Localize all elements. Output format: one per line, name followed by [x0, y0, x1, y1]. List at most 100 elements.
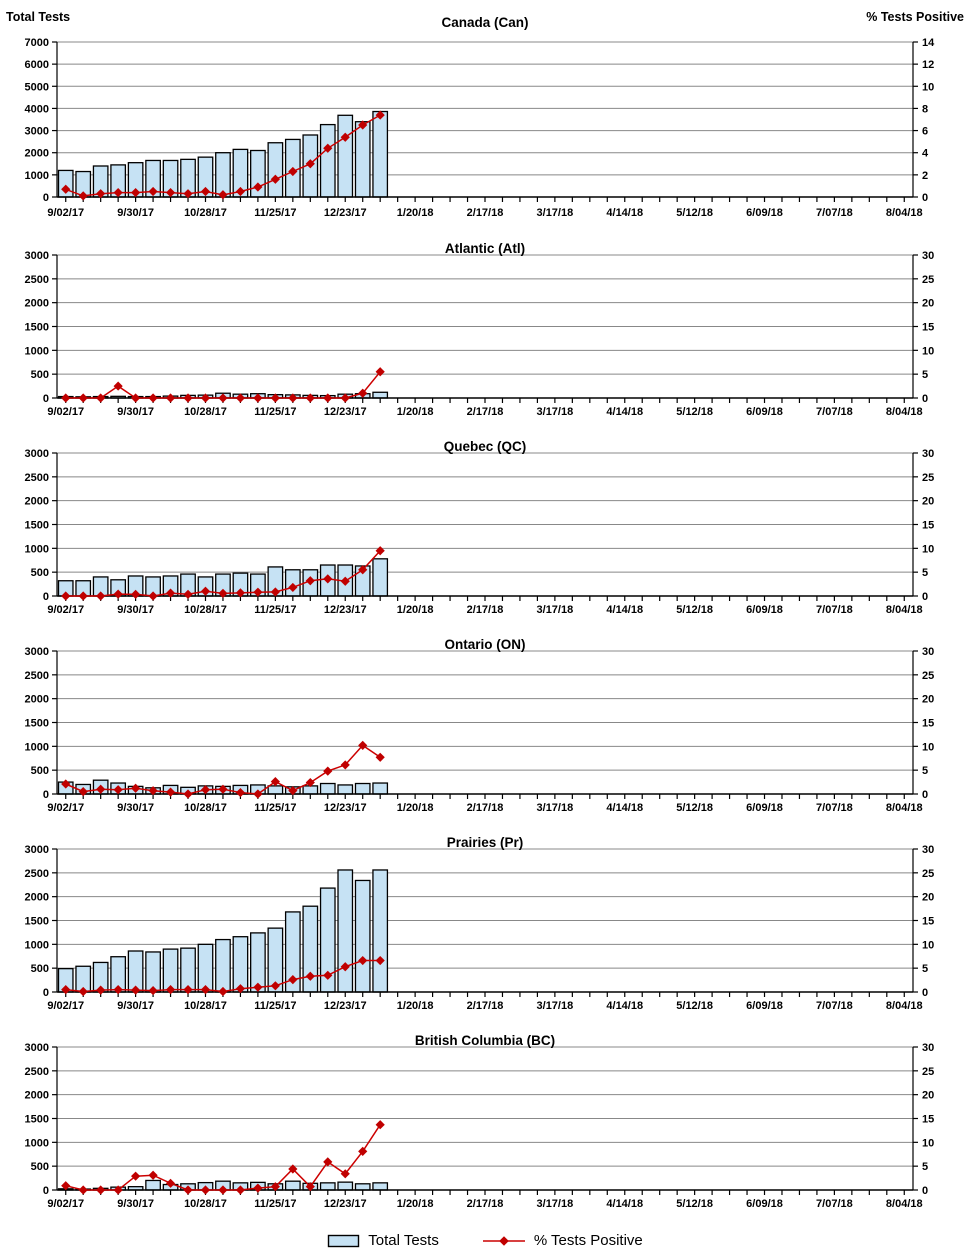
marker-week-2 — [96, 393, 106, 403]
marker-week-5 — [148, 985, 158, 996]
marker-week-9 — [218, 393, 228, 403]
x-tick-label-quebec-5-12-18: 5/12/18 — [676, 604, 713, 616]
chart-title-atlantic: Atlantic (Atl) — [445, 241, 525, 256]
right-tick-label-0: 0 — [922, 1185, 928, 1197]
marker-week-6 — [165, 187, 176, 198]
pct-positive-swatch-icon — [482, 1235, 525, 1246]
marker-week-8 — [200, 186, 211, 197]
marker-week-7 — [183, 789, 193, 799]
marker-week-17 — [358, 388, 368, 398]
pct-positive-line — [61, 367, 385, 403]
left-tick-label-3000: 3000 — [25, 646, 49, 658]
right-tick-label-0: 0 — [922, 393, 928, 405]
left-tick-label-3000: 3000 — [25, 250, 49, 262]
right-tick-label-25: 25 — [922, 274, 934, 286]
marker-week-14 — [305, 971, 315, 981]
left-tick-label-1500: 1500 — [25, 1114, 49, 1126]
x-tick-label-bc-8-04-18: 8/04/18 — [886, 1198, 923, 1210]
x-tick-label-canada-9-02-17: 9/02/17 — [47, 207, 84, 219]
right-tick-label-20: 20 — [922, 298, 934, 310]
x-tick-label-canada-4-14-18: 4/14/18 — [606, 207, 643, 219]
left-tick-label-1500: 1500 — [25, 520, 49, 532]
x-tick-label-quebec-1-20-18: 1/20/18 — [397, 604, 434, 616]
x-tick-label-bc-6-09-18: 6/09/18 — [746, 1198, 783, 1210]
x-tick-label-ontario-8-04-18: 8/04/18 — [886, 802, 923, 814]
x-tick-label-quebec-11-25-17: 11/25/17 — [254, 604, 296, 616]
chart-ontario: 0 500 1000 1500 2000 2500 3000 0 5 10 15 20 25 30 9/02… — [25, 637, 935, 814]
x-tick-label-atlantic-1-20-18: 1/20/18 — [397, 406, 434, 418]
right-tick-label-25: 25 — [922, 868, 934, 880]
x-tick-label-atlantic-8-04-18: 8/04/18 — [886, 406, 923, 418]
chart-title-bc: British Columbia (BC) — [415, 1033, 555, 1048]
left-tick-label-6000: 6000 — [25, 59, 49, 71]
right-tick-label-5: 5 — [922, 1161, 928, 1173]
marker-week-12 — [270, 174, 280, 184]
marker-week-17 — [358, 565, 368, 575]
marker-week-4 — [131, 1171, 141, 1181]
left-tick-label-2000: 2000 — [25, 148, 49, 160]
right-tick-label-20: 20 — [922, 496, 934, 508]
x-tick-label-canada-11-25-17: 11/25/17 — [254, 207, 296, 219]
left-tick-label-2000: 2000 — [25, 298, 49, 310]
right-tick-label-10: 10 — [922, 345, 934, 357]
bar-week-12 — [267, 785, 284, 795]
left-tick-label-1000: 1000 — [25, 741, 49, 753]
chart-quebec: 0 500 1000 1500 2000 2500 3000 0 5 10 15 20 25 30 9/02… — [25, 439, 935, 616]
marker-week-18 — [375, 1120, 385, 1130]
y-axis-ticks: 0 500 1000 1500 2000 2500 3000 0 5 10 15 20 25 30 — [25, 646, 935, 801]
left-tick-label-2500: 2500 — [25, 670, 49, 682]
marker-week-14 — [305, 159, 315, 169]
marker-week-13 — [288, 1164, 298, 1174]
marker-week-7 — [183, 189, 193, 199]
marker-week-4 — [131, 393, 141, 403]
left-tick-label-500: 500 — [31, 963, 49, 975]
bar-week-15 — [319, 782, 336, 795]
marker-week-3 — [113, 187, 123, 198]
marker-week-10 — [235, 984, 246, 994]
marker-week-18 — [375, 546, 385, 556]
marker-week-5 — [148, 786, 158, 796]
x-tick-label-bc-2-17-18: 2/17/18 — [467, 1198, 504, 1210]
right-tick-label-10: 10 — [922, 741, 934, 753]
x-tick-label-atlantic-12-23-17: 12/23/17 — [324, 406, 367, 418]
left-tick-label-1500: 1500 — [25, 916, 49, 928]
marker-week-2 — [96, 189, 106, 199]
x-tick-label-ontario-4-14-18: 4/14/18 — [606, 802, 643, 814]
left-tick-label-2500: 2500 — [25, 274, 49, 286]
right-tick-label-5: 5 — [922, 369, 928, 381]
left-tick-label-2500: 2500 — [25, 868, 49, 880]
marker-week-5 — [148, 393, 158, 403]
x-tick-label-canada-9-30-17: 9/30/17 — [117, 207, 154, 219]
x-tick-label-quebec-9-30-17: 9/30/17 — [117, 604, 154, 616]
x-tick-label-atlantic-11-25-17: 11/25/17 — [254, 406, 296, 418]
x-tick-label-ontario-9-30-17: 9/30/17 — [117, 802, 154, 814]
marker-week-6 — [165, 393, 176, 403]
bar-week-16 — [337, 869, 354, 993]
bar-week-12 — [267, 142, 284, 198]
marker-week-10 — [235, 186, 246, 197]
marker-week-15 — [323, 1157, 333, 1167]
x-tick-label-bc-3-17-18: 3/17/18 — [537, 1198, 574, 1210]
chart-canada: 0 1000 2000 3000 4000 5000 6000 7000 0 2 4 6 8 10 12 14… — [6, 10, 964, 219]
left-tick-label-500: 500 — [31, 567, 49, 579]
x-tick-label-prairies-12-23-17: 12/23/17 — [324, 1000, 367, 1012]
panel-atlantic: 0 500 1000 1500 2000 2500 3000 0 5 10 15 20 25 30 9/02… — [0, 232, 970, 430]
x-tick-label-bc-10-28-17: 10/28/17 — [184, 1198, 227, 1210]
marker-week-17 — [358, 120, 368, 130]
marker-week-6 — [165, 787, 176, 797]
marker-week-17 — [358, 1146, 368, 1156]
marker-week-0 — [61, 779, 71, 789]
x-tick-label-atlantic-7-07-18: 7/07/18 — [816, 406, 853, 418]
gridlines — [57, 41, 913, 176]
marker-week-11 — [253, 393, 263, 403]
marker-week-12 — [270, 981, 280, 991]
right-tick-label-30: 30 — [922, 448, 934, 460]
marker-week-13 — [288, 393, 298, 403]
marker-week-5 — [148, 591, 158, 601]
x-tick-label-ontario-6-09-18: 6/09/18 — [746, 802, 783, 814]
left-tick-label-0: 0 — [43, 591, 49, 603]
left-axis-header: Total Tests — [6, 10, 70, 24]
x-tick-label-atlantic-9-02-17: 9/02/17 — [47, 406, 84, 418]
right-tick-label-25: 25 — [922, 472, 934, 484]
x-tick-label-canada-5-12-18: 5/12/18 — [676, 207, 713, 219]
